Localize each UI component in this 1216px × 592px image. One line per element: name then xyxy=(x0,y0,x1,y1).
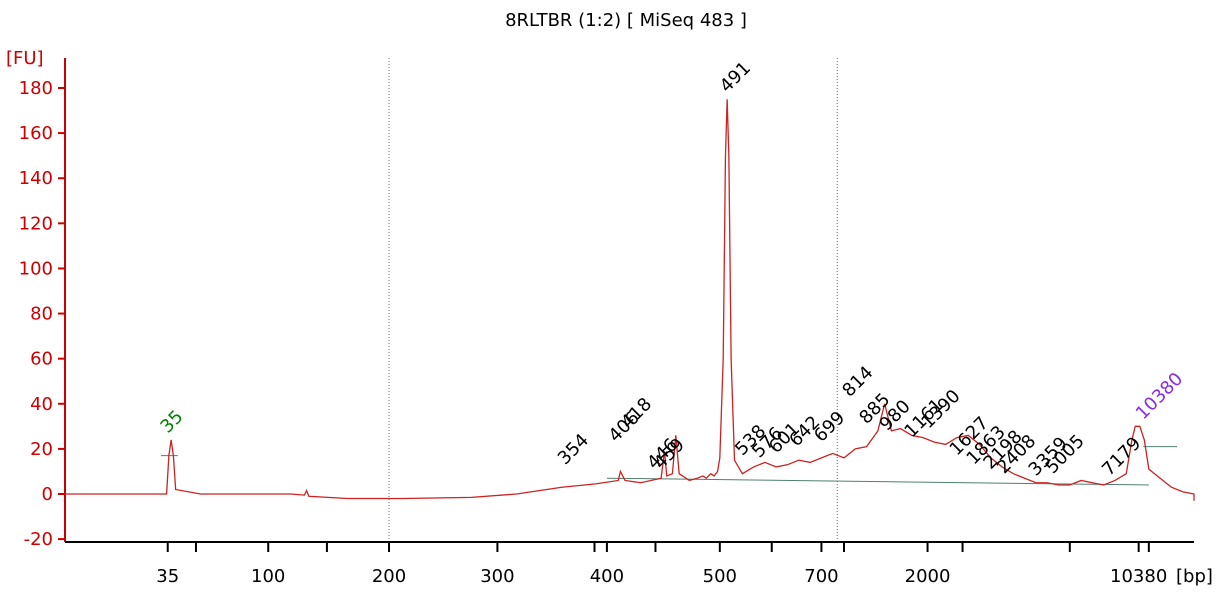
peak-label: 7179 xyxy=(1098,433,1145,480)
grid-lines xyxy=(388,58,838,542)
peak-label: 699 xyxy=(810,407,849,446)
peak-label: 814 xyxy=(838,362,877,401)
x-tick-label: 700 xyxy=(804,566,838,587)
x-axis-label: [bp] xyxy=(1176,566,1213,587)
peak-label: 35 xyxy=(156,406,187,437)
x-tick-label: 10380 xyxy=(1110,566,1167,587)
y-tick-label: 180 xyxy=(19,78,53,99)
y-tick-label: 60 xyxy=(30,349,53,370)
y-tick-label: 80 xyxy=(30,304,53,325)
peak-label: 10380 xyxy=(1132,369,1187,424)
y-tick-label: 120 xyxy=(19,213,53,234)
x-tick-label: 400 xyxy=(590,566,624,587)
y-axis-label: [FU] xyxy=(6,48,44,69)
y-tick-label: 140 xyxy=(19,168,53,189)
axes xyxy=(64,58,1194,543)
y-tick-label: 160 xyxy=(19,123,53,144)
peak-label: 491 xyxy=(716,58,755,97)
peak-labels: 3535440641844645949153857660164269981488… xyxy=(156,58,1187,481)
y-tick-label: 20 xyxy=(30,439,53,460)
x-tick-label: 300 xyxy=(480,566,514,587)
x-tick-label: 200 xyxy=(372,566,406,587)
y-tick-label: 0 xyxy=(42,484,53,505)
y-tick-label: -20 xyxy=(24,529,53,550)
x-tick-label: 100 xyxy=(251,566,285,587)
x-ticks: 35 100 200 300 400 500 700 2000 10380 xyxy=(156,542,1167,587)
trace-line xyxy=(65,99,1195,501)
baseline-line xyxy=(606,477,1149,486)
y-tick-label: 40 xyxy=(30,394,53,415)
x-tick-label: 2000 xyxy=(905,566,951,587)
chart-title: 8RLTBR (1:2) [ MiSeq 483 ] xyxy=(505,10,747,31)
x-tick-label: 500 xyxy=(703,566,737,587)
peak-label: 354 xyxy=(554,430,593,469)
trace-series xyxy=(65,99,1195,501)
y-ticks: -20 0 20 40 60 80 100 120 140 160 180 xyxy=(19,78,65,550)
x-tick-label: 35 xyxy=(156,566,179,587)
y-tick-label: 100 xyxy=(19,258,53,279)
